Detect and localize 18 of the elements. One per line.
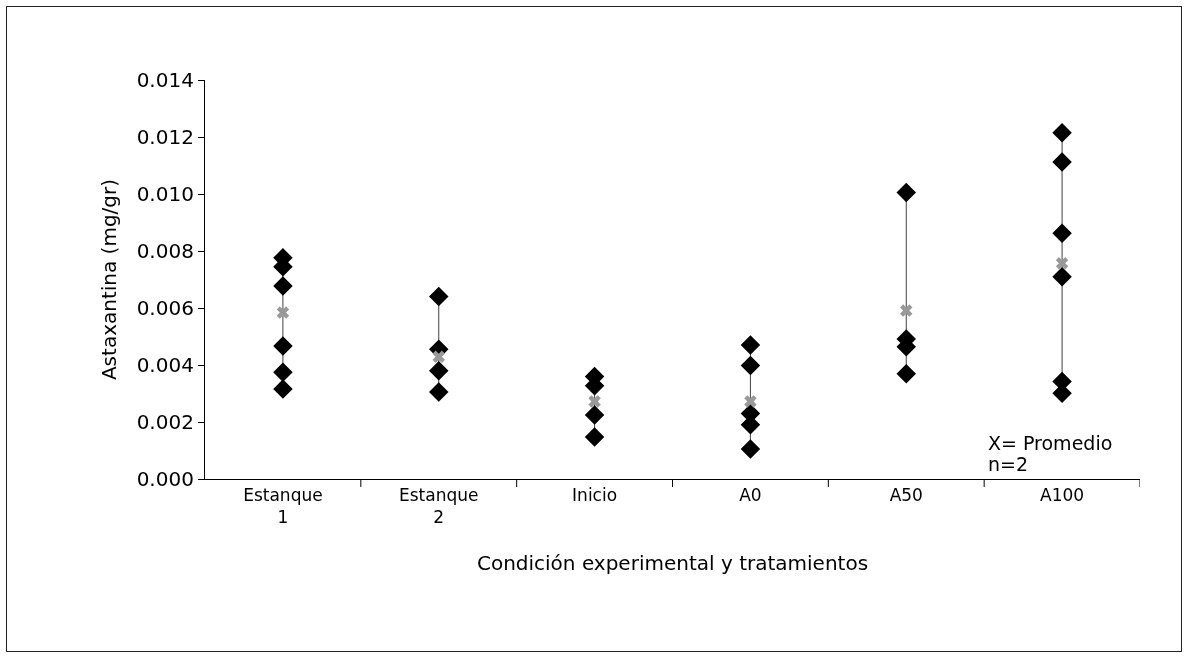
y-tick-label: 0.012 bbox=[136, 125, 194, 149]
x-tick-label: A50 bbox=[889, 484, 923, 505]
y-tick-label: 0.002 bbox=[136, 410, 194, 434]
y-tick-label: 0.010 bbox=[136, 182, 194, 206]
annotation: n=2 bbox=[988, 453, 1029, 475]
x-tick-label: A100 bbox=[1040, 484, 1085, 505]
y-tick-label: 0.006 bbox=[136, 296, 194, 320]
y-tick-label: 0.008 bbox=[136, 239, 194, 263]
y-axis-title: Astaxantina (mg/gr) bbox=[97, 178, 122, 381]
y-tick-label: 0.014 bbox=[136, 68, 194, 92]
annotation: X= Promedio bbox=[988, 432, 1113, 454]
y-tick-label: 0.004 bbox=[136, 353, 194, 377]
x-tick-label: Estanque 2 bbox=[399, 484, 479, 527]
x-tick-label: Estanque 1 bbox=[243, 484, 323, 527]
x-axis-title: Condición experimental y tratamientos bbox=[476, 551, 869, 576]
x-tick-label: A0 bbox=[739, 484, 762, 505]
y-tick-label: 0.000 bbox=[136, 467, 194, 491]
x-tick-label: Inicio bbox=[572, 484, 618, 505]
